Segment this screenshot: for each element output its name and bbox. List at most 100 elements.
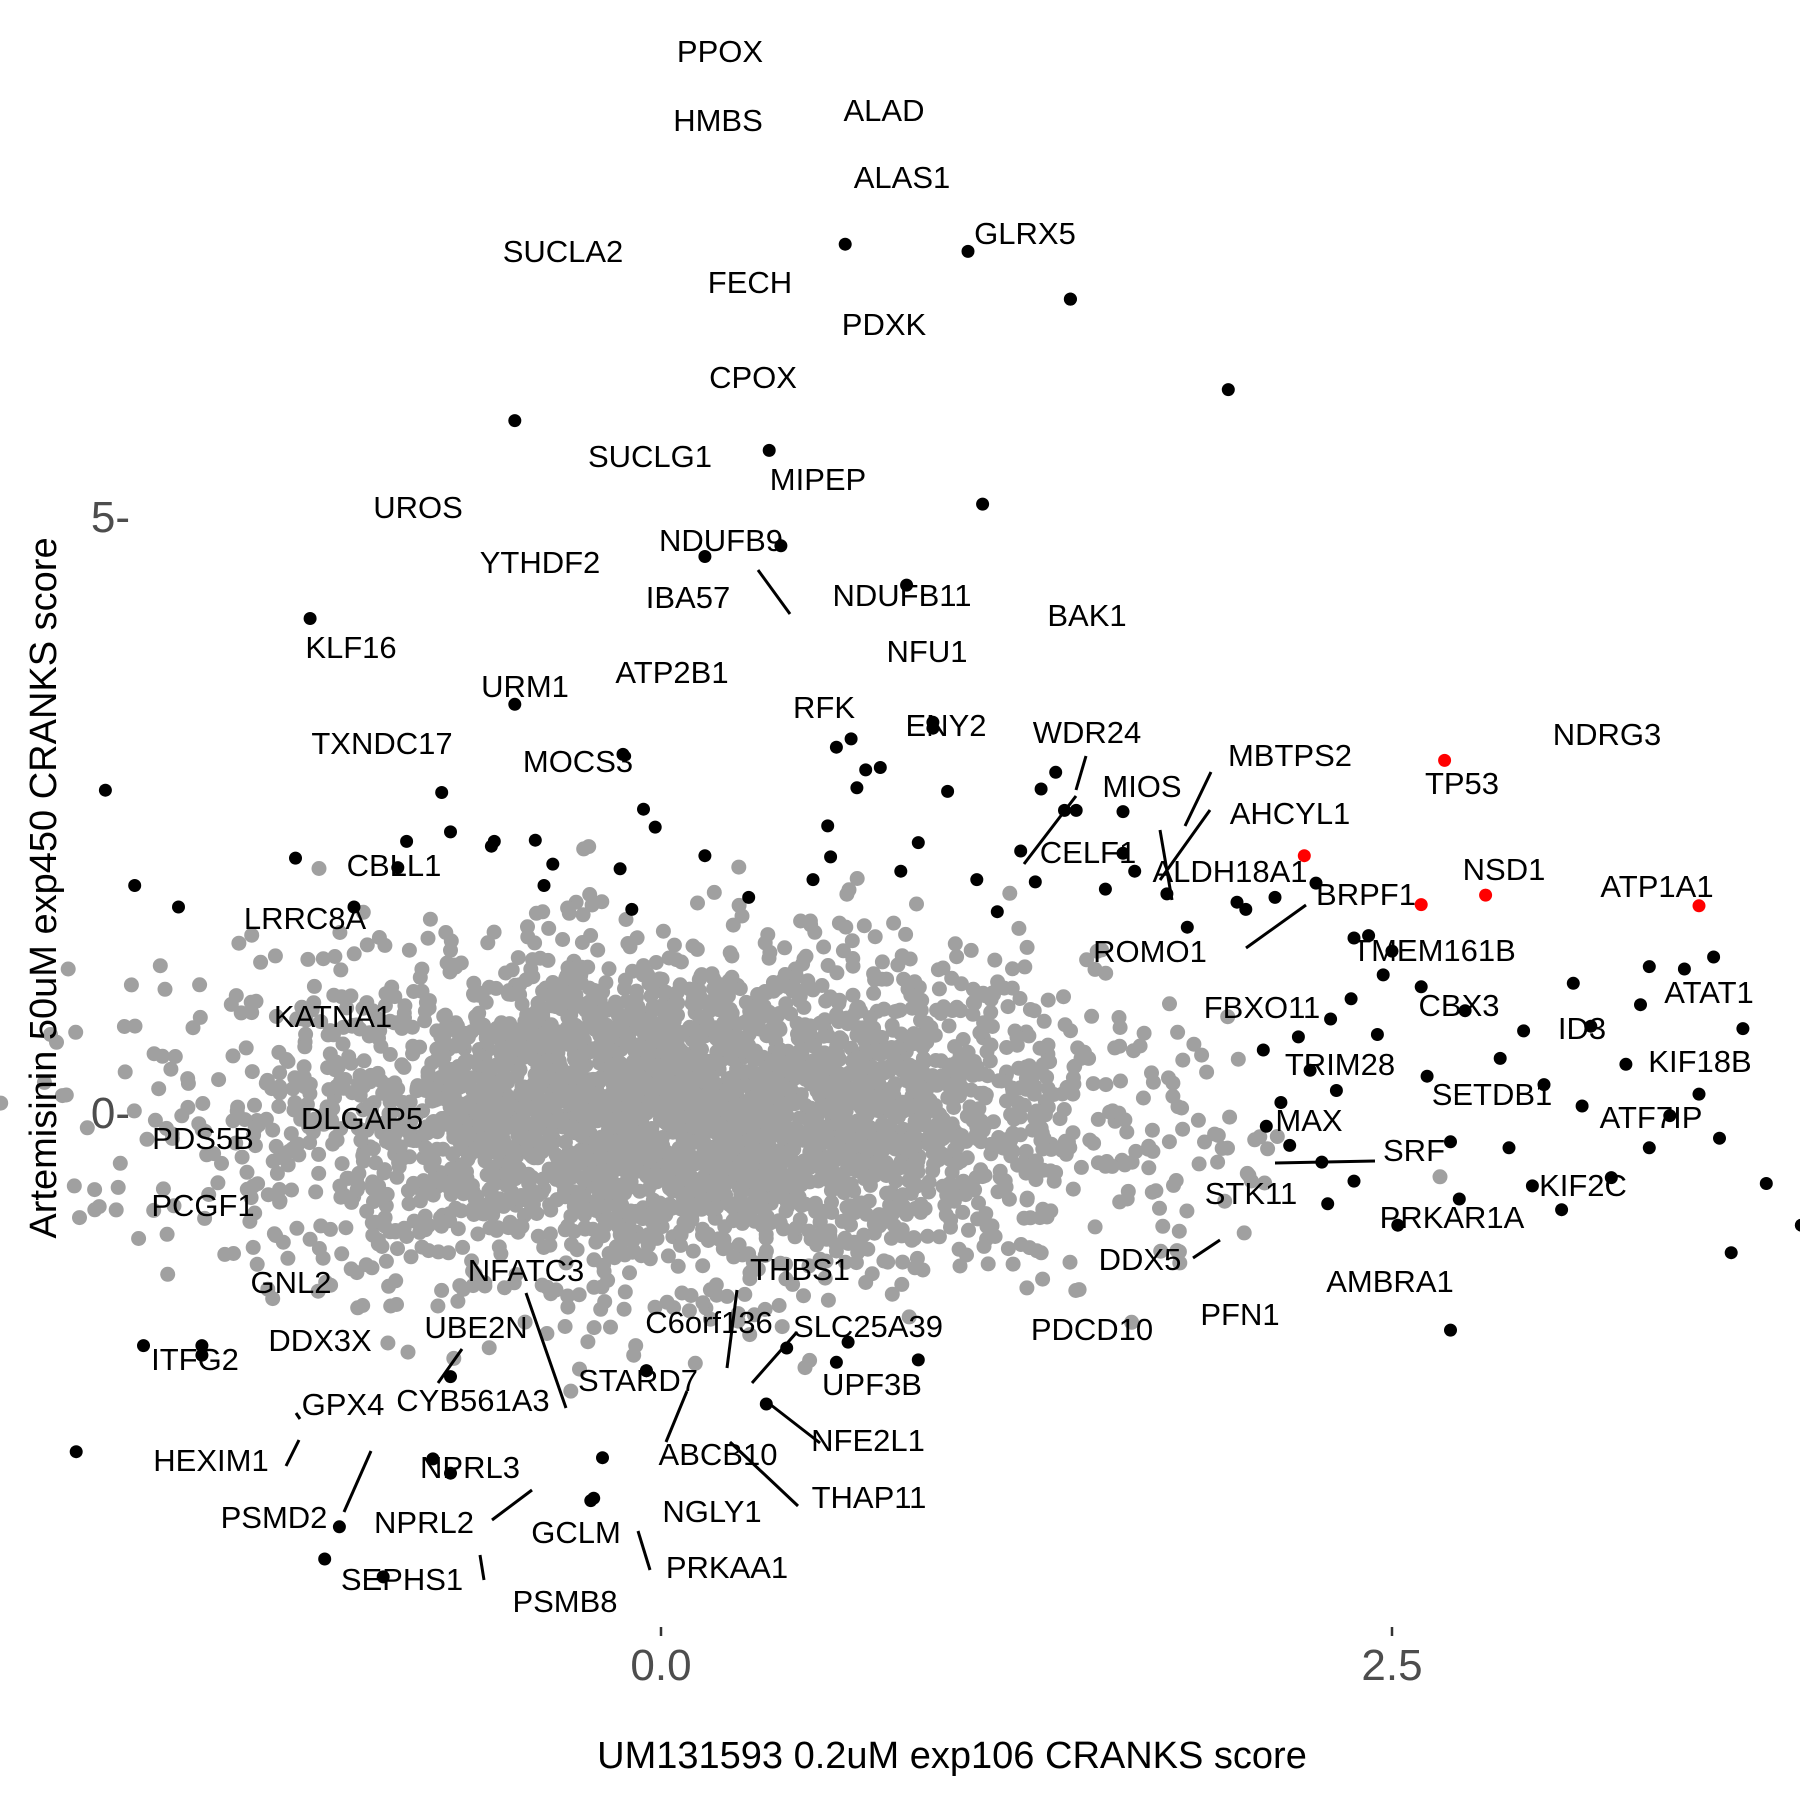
background-point <box>951 1241 967 1257</box>
hit-point <box>1642 1141 1656 1155</box>
background-point <box>659 1116 675 1132</box>
background-point <box>658 1078 674 1094</box>
background-point <box>983 1004 999 1020</box>
background-point <box>572 1361 587 1377</box>
background-point <box>764 1146 780 1162</box>
background-point <box>831 915 847 931</box>
label-dlgap5: DLGAP5 <box>301 1101 423 1136</box>
background-point <box>311 1165 327 1181</box>
background-point <box>356 1053 372 1069</box>
background-point <box>731 1237 747 1253</box>
background-point <box>548 1282 564 1298</box>
background-point <box>1257 1175 1273 1191</box>
background-point <box>812 1104 828 1119</box>
background-point <box>483 1181 498 1197</box>
background-point <box>517 1314 533 1330</box>
leader-line-ndufb9 <box>756 569 792 615</box>
background-point <box>618 912 634 927</box>
background-point <box>108 1202 124 1218</box>
label-thap11: THAP11 <box>812 1480 927 1515</box>
hit-point <box>873 761 887 774</box>
background-point <box>1168 1173 1184 1188</box>
background-point <box>338 1220 354 1236</box>
point-thbs1 <box>780 1341 794 1355</box>
hit-point <box>1444 1135 1457 1149</box>
y-axis-title: Artemisinin 50uM exp450 CRANKS score <box>23 537 65 1238</box>
background-point <box>907 1201 923 1216</box>
point-hmbs <box>961 244 975 258</box>
background-point <box>639 1232 655 1248</box>
hit-point <box>1713 1131 1726 1145</box>
background-point <box>604 1026 620 1042</box>
point-nprl2 <box>444 1466 457 1480</box>
background-point <box>676 1166 692 1182</box>
hit-point <box>1391 1218 1405 1232</box>
point-nprl3 <box>426 1452 440 1466</box>
background-point <box>649 1199 665 1215</box>
background-point <box>647 1299 663 1315</box>
background-point <box>731 897 747 913</box>
background-point <box>490 1080 505 1096</box>
background-point <box>1165 1075 1181 1091</box>
background-point <box>693 968 709 984</box>
background-point <box>755 1190 771 1206</box>
background-point <box>762 944 778 960</box>
background-point <box>1117 1112 1133 1128</box>
label-wdr24: WDR24 <box>1033 715 1142 750</box>
background-point <box>275 1234 291 1250</box>
background-point <box>174 1108 190 1124</box>
hit-point <box>1420 1069 1434 1083</box>
background-point <box>871 1153 887 1168</box>
label-mios: MIOS <box>1102 769 1181 804</box>
background-point <box>223 996 239 1012</box>
label-gnl2: GNL2 <box>251 1265 332 1300</box>
background-point <box>87 1182 103 1198</box>
hit-point <box>1014 844 1028 858</box>
background-point <box>598 975 614 991</box>
background-point <box>660 1248 676 1264</box>
background-point <box>245 1239 261 1255</box>
x-tick-label: 2.5 <box>1361 1641 1422 1690</box>
label-ngly1: NGLY1 <box>662 1494 761 1529</box>
background-point <box>339 1000 355 1016</box>
hit-point <box>1517 1024 1531 1038</box>
background-point <box>976 1238 992 1254</box>
background-point <box>1054 1086 1070 1102</box>
background-point <box>742 1327 758 1343</box>
background-point <box>581 1044 597 1060</box>
background-point <box>955 1032 971 1047</box>
background-point <box>421 993 437 1009</box>
label-alad: ALAD <box>844 93 925 128</box>
background-point <box>834 1070 850 1086</box>
background-point <box>417 1013 433 1029</box>
background-point <box>636 958 651 974</box>
background-point <box>584 1002 600 1018</box>
background-point <box>558 1255 574 1271</box>
background-point <box>453 955 469 971</box>
background-point <box>328 1054 344 1070</box>
background-point <box>606 1139 622 1155</box>
background-point <box>677 1066 693 1082</box>
x-axis-title: UM131593 0.2uM exp106 CRANKS score <box>597 1735 1307 1777</box>
background-point <box>776 1113 792 1129</box>
background-point <box>414 1239 430 1255</box>
background-point <box>617 1284 633 1300</box>
background-point <box>626 1243 642 1259</box>
background-point <box>901 1309 917 1325</box>
background-point <box>574 1032 590 1048</box>
background-point <box>560 960 576 976</box>
background-point <box>987 1229 1003 1244</box>
background-point <box>931 1229 947 1245</box>
background-point <box>470 1116 486 1132</box>
background-point <box>467 1189 483 1205</box>
point-mios <box>1414 898 1428 912</box>
hit-point <box>1321 1197 1335 1211</box>
background-point <box>695 1258 711 1274</box>
background-point <box>1165 1088 1181 1104</box>
hit-point <box>1584 1019 1598 1033</box>
leader-line-ube2n <box>436 1348 464 1384</box>
point-abcb10 <box>596 1451 609 1465</box>
hit-point <box>1493 1051 1507 1065</box>
label-gclm: GCLM <box>531 1515 621 1550</box>
background-point <box>494 1140 510 1156</box>
